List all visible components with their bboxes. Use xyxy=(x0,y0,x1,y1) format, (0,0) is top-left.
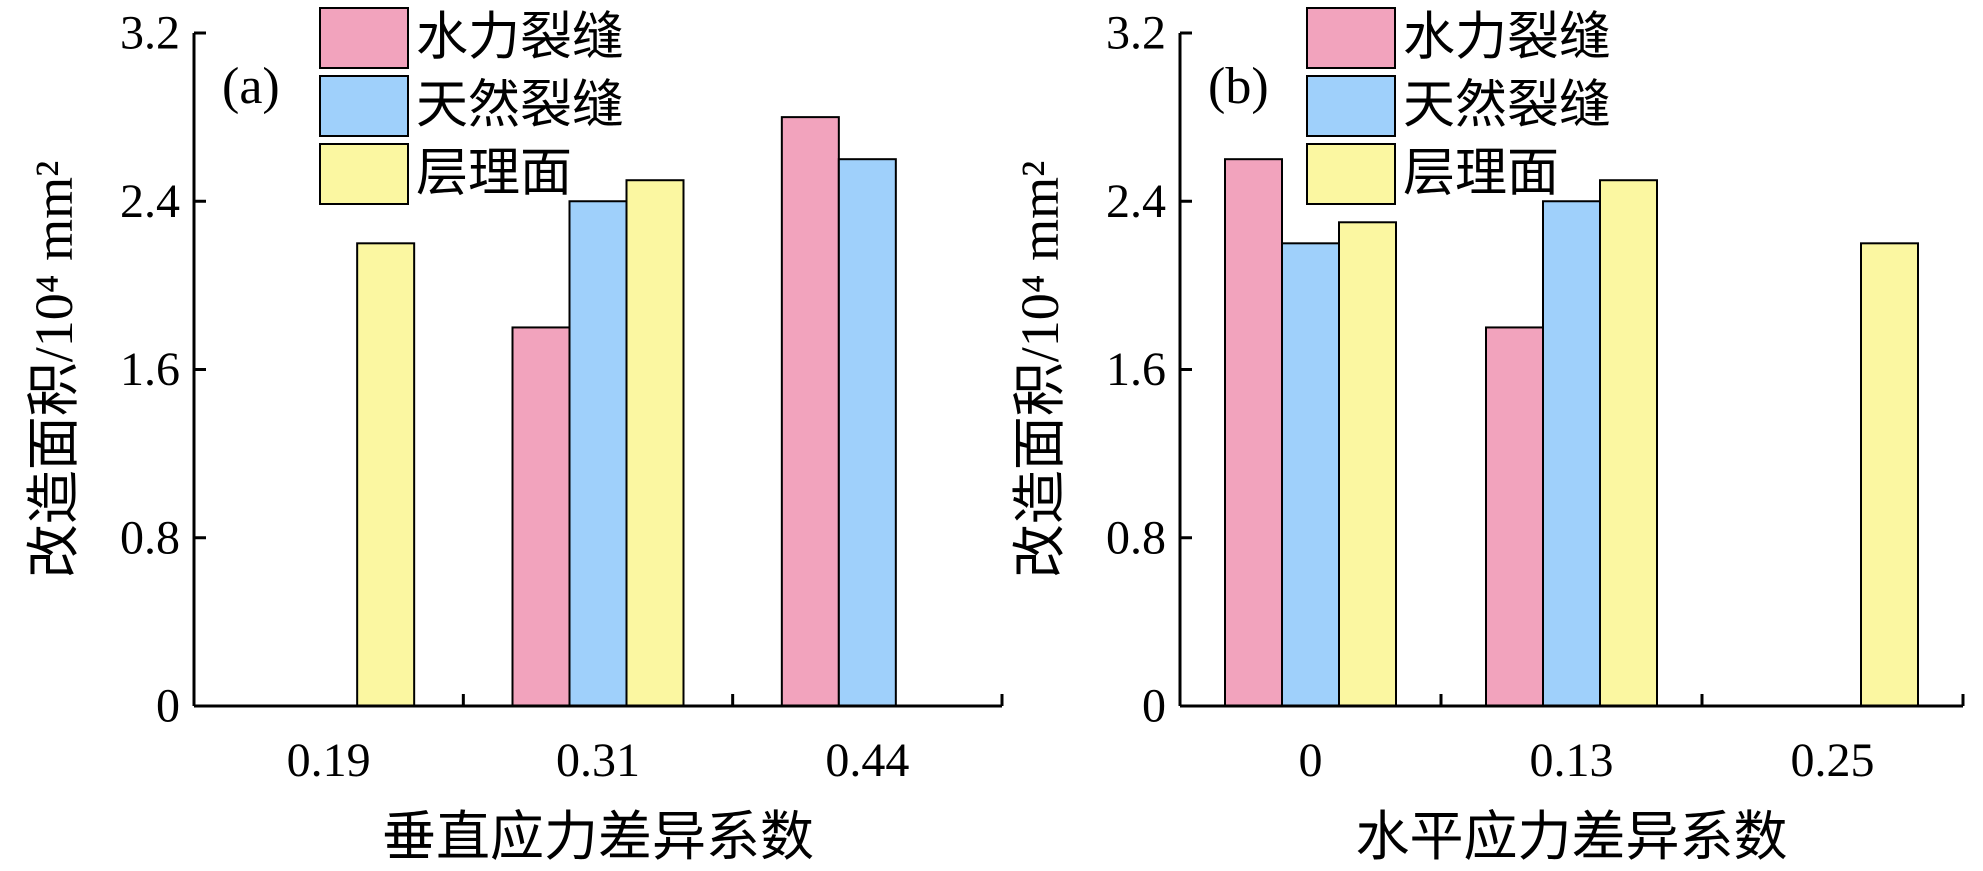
bar xyxy=(780,116,840,707)
legend-label: 水力裂缝 xyxy=(1403,10,1611,67)
bar xyxy=(568,200,628,707)
bar xyxy=(1338,221,1397,707)
legend-swatch xyxy=(319,7,409,69)
bar xyxy=(1542,200,1601,707)
legend-swatch xyxy=(1306,7,1396,69)
x-axis-title: 水平应力差异系数 xyxy=(1356,807,1788,867)
bar xyxy=(1599,179,1658,707)
y-tick-label: 3.2 xyxy=(1106,7,1166,60)
x-tick-label: 0 xyxy=(1299,734,1323,787)
panel-label: (b) xyxy=(1208,58,1269,115)
x-tick-label: 0.31 xyxy=(556,734,640,787)
y-tick-label: 1.6 xyxy=(1106,343,1166,396)
panel-label: (a) xyxy=(222,58,280,115)
legend-label: 层理面 xyxy=(1403,146,1559,203)
y-axis-title: 改造面积/10⁴ mm² xyxy=(24,161,84,579)
y-tick-label: 2.4 xyxy=(1106,175,1166,228)
y-tick-label: 0.8 xyxy=(1106,511,1166,564)
legend-swatch xyxy=(1306,143,1396,205)
y-tick-label: 0 xyxy=(156,680,180,733)
legend-label: 水力裂缝 xyxy=(416,10,624,67)
x-tick-label: 0.13 xyxy=(1530,734,1614,787)
legend-swatch xyxy=(1306,75,1396,137)
legend-swatch xyxy=(319,143,409,205)
x-axis-title: 垂直应力差异系数 xyxy=(382,807,814,867)
bar xyxy=(625,179,685,707)
bar xyxy=(356,242,416,707)
legend-label: 天然裂缝 xyxy=(416,78,624,135)
bar xyxy=(511,326,571,707)
y-tick-label: 3.2 xyxy=(120,7,180,60)
y-tick-label: 2.4 xyxy=(120,175,180,228)
bar xyxy=(1281,242,1340,707)
y-tick-label: 0 xyxy=(1142,680,1166,733)
y-tick-label: 0.8 xyxy=(120,511,180,564)
bar xyxy=(1860,242,1919,707)
bar xyxy=(837,158,897,707)
bar xyxy=(1485,326,1544,707)
y-axis-title: 改造面积/10⁴ mm² xyxy=(1010,161,1070,579)
x-tick-label: 0.44 xyxy=(825,734,909,787)
y-tick-label: 1.6 xyxy=(120,343,180,396)
legend-label: 天然裂缝 xyxy=(1403,78,1611,135)
legend-label: 层理面 xyxy=(416,146,572,203)
bar xyxy=(1224,158,1283,707)
x-tick-label: 0.19 xyxy=(287,734,371,787)
x-tick-label: 0.25 xyxy=(1791,734,1875,787)
legend-swatch xyxy=(319,75,409,137)
